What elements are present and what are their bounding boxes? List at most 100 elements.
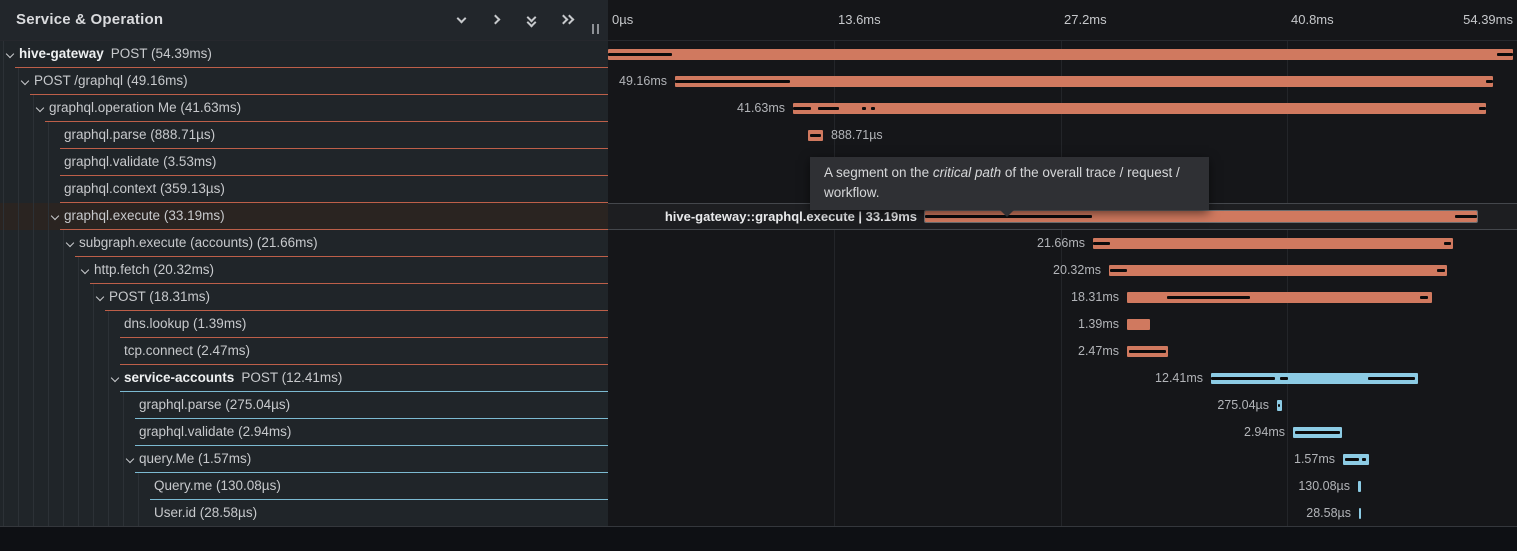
critical-path-segment — [1093, 242, 1110, 245]
span-name-label: http.fetch (20.32ms) — [94, 262, 215, 277]
span-row-name[interactable]: hive-gateway POST (54.39ms) — [0, 41, 608, 68]
span-bar[interactable] — [1293, 427, 1342, 438]
span-bar[interactable] — [1127, 319, 1150, 330]
critical-path-segment — [1444, 242, 1451, 245]
span-row-timeline[interactable]: 12.41ms — [608, 365, 1517, 392]
span-row-name[interactable]: http.fetch (20.32ms) — [0, 257, 608, 284]
critical-path-segment — [1455, 215, 1477, 218]
tree-indent-guide — [78, 311, 79, 338]
critical-path-segment — [810, 134, 821, 137]
span-bar[interactable] — [1343, 454, 1369, 465]
span-row-timeline[interactable]: 130.08µs — [608, 473, 1517, 500]
expand-chevron-icon[interactable] — [125, 454, 135, 464]
span-bar[interactable] — [675, 76, 1493, 87]
critical-path-segment — [1368, 377, 1415, 380]
expand-chevron-icon[interactable] — [20, 76, 30, 86]
tree-indent-guide — [108, 419, 109, 446]
span-bar[interactable] — [608, 49, 1513, 60]
span-bar[interactable] — [1093, 238, 1453, 249]
span-row-timeline[interactable]: 28.58µs — [608, 500, 1517, 526]
span-row-name[interactable]: subgraph.execute (accounts) (21.66ms) — [0, 230, 608, 257]
span-row-name[interactable]: graphql.parse (888.71µs) — [0, 122, 608, 149]
span-row-name[interactable]: graphql.parse (275.04µs) — [0, 392, 608, 419]
tree-indent-guide — [48, 392, 49, 419]
axis-tick-label: 54.39ms — [1463, 12, 1513, 27]
timeline-column: 49.16ms41.63ms888.71µs3.53ms359.13µshive… — [608, 41, 1517, 526]
span-row-name[interactable]: query.Me (1.57ms) — [0, 446, 608, 473]
tree-indent-guide — [78, 365, 79, 392]
span-row-timeline[interactable] — [608, 41, 1517, 68]
tree-indent-guide — [33, 365, 34, 392]
span-row-name[interactable]: Query.me (130.08µs) — [0, 473, 608, 500]
span-row-timeline[interactable]: 275.04µs — [608, 392, 1517, 419]
span-row-timeline[interactable]: 888.71µs — [608, 122, 1517, 149]
tree-indent-guide — [48, 446, 49, 473]
span-bar[interactable] — [1359, 508, 1361, 519]
span-row-name[interactable]: tcp.connect (2.47ms) — [0, 338, 608, 365]
span-row-name[interactable]: graphql.context (359.13µs) — [0, 176, 608, 203]
span-row-name[interactable]: User.id (28.58µs) — [0, 500, 608, 526]
tooltip-em-text: critical path — [932, 165, 1002, 180]
span-row-timeline[interactable]: 18.31ms — [608, 284, 1517, 311]
span-row-timeline[interactable]: 41.63ms — [608, 95, 1517, 122]
span-bar[interactable] — [1358, 481, 1361, 492]
tree-indent-guide — [3, 284, 4, 311]
span-name-label: User.id (28.58µs) — [154, 505, 258, 520]
axis-gridline — [1061, 41, 1062, 526]
span-bar[interactable] — [1109, 265, 1447, 276]
tree-indent-guide — [3, 446, 4, 473]
expand-chevron-icon[interactable] — [35, 103, 45, 113]
expand-chevron-icon[interactable] — [50, 211, 60, 221]
expand-chevron-icon[interactable] — [5, 49, 15, 59]
tree-indent-guide — [3, 311, 4, 338]
tree-indent-guide — [93, 446, 94, 473]
span-row-name[interactable]: POST /graphql (49.16ms) — [0, 68, 608, 95]
span-row-name[interactable]: graphql.validate (3.53ms) — [0, 149, 608, 176]
span-row-timeline[interactable]: 1.39ms — [608, 311, 1517, 338]
expand-chevron-icon[interactable] — [95, 292, 105, 302]
span-row-timeline[interactable]: 49.16ms — [608, 68, 1517, 95]
tree-indent-guide — [123, 446, 124, 473]
span-bar[interactable] — [793, 103, 1486, 114]
tree-indent-guide — [78, 257, 79, 284]
span-name-label: subgraph.execute (accounts) (21.66ms) — [79, 235, 318, 250]
expand-chevron-icon[interactable] — [80, 265, 90, 275]
tree-indent-guide — [3, 122, 4, 149]
row-divider — [45, 121, 608, 122]
span-row-name[interactable]: service-accounts POST (12.41ms) — [0, 365, 608, 392]
tree-indent-guide — [33, 203, 34, 230]
tree-indent-guide — [63, 230, 64, 257]
double-chevron-down-icon[interactable] — [525, 12, 539, 28]
span-row-name[interactable]: graphql.operation Me (41.63ms) — [0, 95, 608, 122]
span-row-timeline[interactable]: 21.66ms — [608, 230, 1517, 257]
span-row-timeline[interactable]: 2.94ms — [608, 419, 1517, 446]
span-bar[interactable] — [1277, 400, 1282, 411]
chevron-down-icon[interactable] — [455, 13, 469, 27]
span-row-name[interactable]: dns.lookup (1.39ms) — [0, 311, 608, 338]
span-bar[interactable] — [1127, 292, 1432, 303]
tree-indent-guide — [108, 392, 109, 419]
span-bar[interactable] — [1127, 346, 1168, 357]
span-row-name[interactable]: graphql.execute (33.19ms) — [0, 203, 608, 230]
span-row-timeline[interactable]: 1.57ms — [608, 446, 1517, 473]
tree-indent-guide — [33, 149, 34, 176]
chevron-right-icon[interactable] — [490, 13, 504, 27]
axis-tick-label: 0µs — [612, 12, 634, 27]
expand-chevron-icon[interactable] — [110, 373, 120, 383]
column-resize-grip[interactable] — [591, 24, 601, 34]
span-bar[interactable] — [1211, 373, 1418, 384]
span-row-name[interactable]: POST (18.31ms) — [0, 284, 608, 311]
expand-chevron-icon[interactable] — [65, 238, 75, 248]
critical-path-segment — [1420, 296, 1428, 299]
tree-indent-guide — [63, 473, 64, 500]
service-name: service-accounts — [124, 370, 235, 385]
span-row-timeline[interactable]: 20.32ms — [608, 257, 1517, 284]
span-names-column: hive-gateway POST (54.39ms) POST /graphql … — [0, 41, 608, 526]
tree-indent-guide — [18, 311, 19, 338]
span-row-timeline[interactable]: 2.47ms — [608, 338, 1517, 365]
span-row-name[interactable]: graphql.validate (2.94ms) — [0, 419, 608, 446]
span-bar[interactable] — [808, 130, 823, 141]
tree-indent-guide — [3, 392, 4, 419]
double-chevron-right-icon[interactable] — [558, 13, 575, 27]
tree-indent-guide — [18, 500, 19, 526]
